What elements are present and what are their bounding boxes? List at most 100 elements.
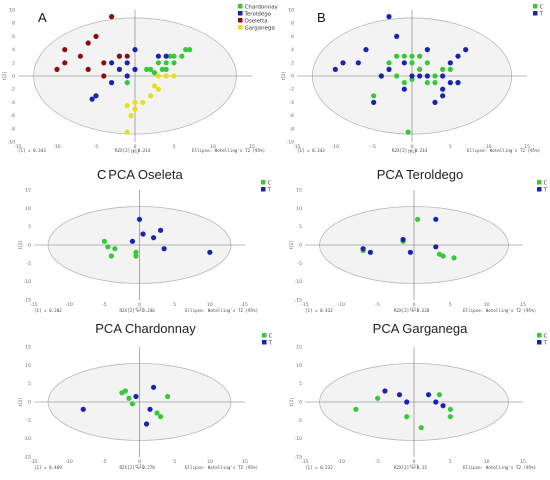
point-t (378, 73, 384, 79)
y-tick-label: -5 (298, 418, 303, 424)
panel-c-oseleta: PCA Oseleta C -15 -10 -5 0 5 10 15 -15 -10 -5 0 5 10 15… (0, 162, 275, 317)
point-t (409, 73, 415, 79)
point-oseletta (116, 53, 122, 59)
y-axis-label: t[2] (18, 241, 24, 249)
footer-text: R2X[2] = 0.214 (115, 148, 151, 153)
point-garganega (155, 86, 161, 92)
point-teroldego (124, 73, 130, 79)
footer-text: [1] = 0.343 (297, 148, 325, 153)
point-c (417, 53, 423, 59)
y-tick-label: -10 (295, 436, 302, 442)
legend-swatch-c (262, 333, 267, 338)
x-tick-label: -5 (102, 302, 107, 308)
y-tick-label: -6 (11, 113, 16, 119)
y-tick-label: -2 (11, 87, 16, 93)
point-c (112, 246, 118, 252)
legend-swatch-t (261, 187, 266, 192)
point-c (440, 66, 446, 72)
point-t (400, 236, 406, 243)
point-chardonnay (183, 47, 189, 53)
point-c (447, 406, 453, 412)
y-tick-label: 10 (288, 8, 294, 14)
panel-b: B -15 -10 -5 0 5 10 15 -10 -8 -6 -4 -2 0 2 4 6 8 10 t[1] t[2… (275, 0, 550, 162)
x-tick-label: 5 (449, 302, 452, 308)
legend-swatch-c (537, 180, 542, 185)
point-c (386, 60, 392, 66)
point-t (150, 384, 157, 390)
point-t (447, 60, 453, 66)
x-tick-label: -5 (94, 144, 99, 150)
footer-text: Ellipse: Hotelling's T2 (95%) (192, 148, 265, 153)
x-tick-label: 10 (207, 302, 213, 308)
point-t (440, 86, 446, 92)
y-tick-label: 8 (12, 21, 15, 27)
y-tick-label: 5 (28, 224, 31, 230)
point-t (367, 249, 373, 255)
footer-text: Ellipse: Hotelling's T2 (95%) (463, 465, 536, 470)
point-oseletta (85, 66, 91, 72)
x-tick-label: 0 (138, 302, 141, 308)
point-c (133, 253, 139, 259)
x-tick-label: -5 (375, 302, 380, 308)
point-garganega (171, 73, 177, 79)
point-chardonnay (167, 53, 173, 59)
y-tick-label: -10 (24, 279, 31, 285)
point-c (101, 238, 107, 244)
x-tick-label: 10 (484, 459, 490, 465)
point-c (409, 53, 415, 59)
point-oseletta (101, 73, 107, 79)
point-teroldego (124, 60, 130, 66)
legend-swatch-t (533, 11, 538, 16)
point-teroldego (155, 53, 161, 59)
y-tick-label: 10 (25, 363, 31, 369)
chart-title: PCA Teroldego (377, 167, 464, 182)
y-tick-label: 0 (299, 243, 302, 249)
point-c (119, 390, 125, 396)
x-tick-label: -15 (14, 144, 21, 150)
point-c (404, 414, 410, 420)
point-c (409, 60, 415, 66)
panel-label: A (38, 10, 47, 25)
x-tick-label: -10 (338, 302, 345, 308)
legend-label-c: C (544, 180, 548, 186)
y-tick-label: 6 (12, 34, 15, 40)
point-c (418, 425, 424, 431)
point-teroldego (109, 60, 115, 66)
point-chardonnay (148, 66, 154, 72)
x-tick-label: 0 (138, 459, 141, 465)
point-t (133, 393, 139, 400)
y-tick-label: 10 (9, 8, 15, 14)
point-teroldego (132, 66, 138, 72)
point-t (425, 392, 432, 398)
footer-text: Ellipse: Hotelling's T2 (95%) (185, 465, 258, 470)
point-t (140, 231, 146, 237)
point-oseletta (85, 40, 91, 46)
point-c (126, 395, 132, 401)
point-teroldego (89, 96, 95, 102)
y-tick-label: 15 (25, 188, 31, 194)
point-teroldego (93, 93, 99, 99)
point-garganega (163, 73, 169, 79)
y-tick-label: -10 (8, 140, 15, 146)
point-chardonnay (179, 53, 185, 59)
y-tick-label: -15 (295, 298, 302, 304)
legend-label-c: C (268, 180, 272, 186)
point-t (136, 216, 143, 222)
y-tick-label: 10 (296, 206, 302, 212)
x-tick-label: 15 (242, 459, 248, 465)
point-garganega (124, 103, 130, 109)
x-tick-label: 15 (249, 144, 255, 150)
point-t (371, 99, 377, 105)
x-tick-label: 10 (484, 302, 490, 308)
x-tick-label: -10 (65, 302, 72, 308)
point-c (432, 73, 438, 79)
legend-label-c: C (540, 4, 544, 10)
x-tick-label: 0 (413, 459, 416, 465)
x-tick-label: 10 (486, 144, 492, 150)
y-tick-label: -5 (27, 261, 32, 267)
point-teroldego (163, 53, 169, 59)
point-c (133, 249, 139, 255)
point-t (447, 80, 453, 86)
chart-title: PCA Garganega (373, 321, 468, 336)
